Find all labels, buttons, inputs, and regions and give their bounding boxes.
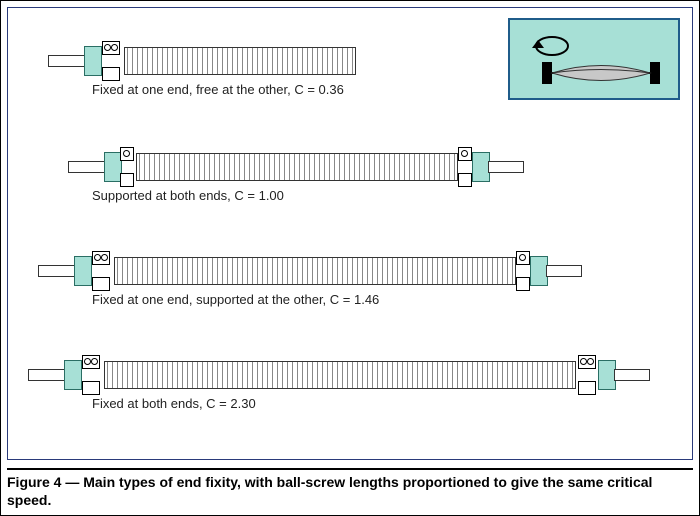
- screw-fixed-both: [28, 352, 668, 398]
- whirl-icon: [510, 20, 678, 98]
- threads: [114, 257, 516, 285]
- bearing-simple-right: [458, 147, 472, 187]
- screw-fixed-free: [48, 38, 388, 84]
- threads: [104, 361, 576, 389]
- figure-caption: Figure 4 — Main types of end fixity, wit…: [7, 474, 693, 509]
- screw-supported-both: [68, 144, 528, 190]
- diagram-canvas: Fixed at one end, free at the other, C =…: [7, 7, 693, 460]
- label-fixed-supported: Fixed at one end, supported at the other…: [92, 292, 379, 307]
- shaft: [38, 265, 78, 277]
- bearing-fixed-left: [90, 251, 112, 291]
- label-fixed-free: Fixed at one end, free at the other, C =…: [92, 82, 344, 97]
- bearing-simple-right: [516, 251, 530, 291]
- shaft: [614, 369, 650, 381]
- bearing-fixed-left: [100, 41, 122, 81]
- bearing-fixed-right: [576, 355, 598, 395]
- threads: [136, 153, 458, 181]
- threads: [124, 47, 356, 75]
- bearing-simple-left: [120, 147, 134, 187]
- label-supported-both: Supported at both ends, C = 1.00: [92, 188, 284, 203]
- screw-fixed-supported: [38, 248, 598, 294]
- label-fixed-both: Fixed at both ends, C = 2.30: [92, 396, 256, 411]
- shaft: [28, 369, 68, 381]
- bearing-fixed-left: [80, 355, 102, 395]
- caption-area: Figure 4 — Main types of end fixity, wit…: [7, 468, 693, 509]
- inset-whirl-diagram: [508, 18, 680, 100]
- shaft: [68, 161, 108, 173]
- caption-rule: [7, 468, 693, 470]
- shaft: [546, 265, 582, 277]
- shaft: [488, 161, 524, 173]
- shaft: [48, 55, 88, 67]
